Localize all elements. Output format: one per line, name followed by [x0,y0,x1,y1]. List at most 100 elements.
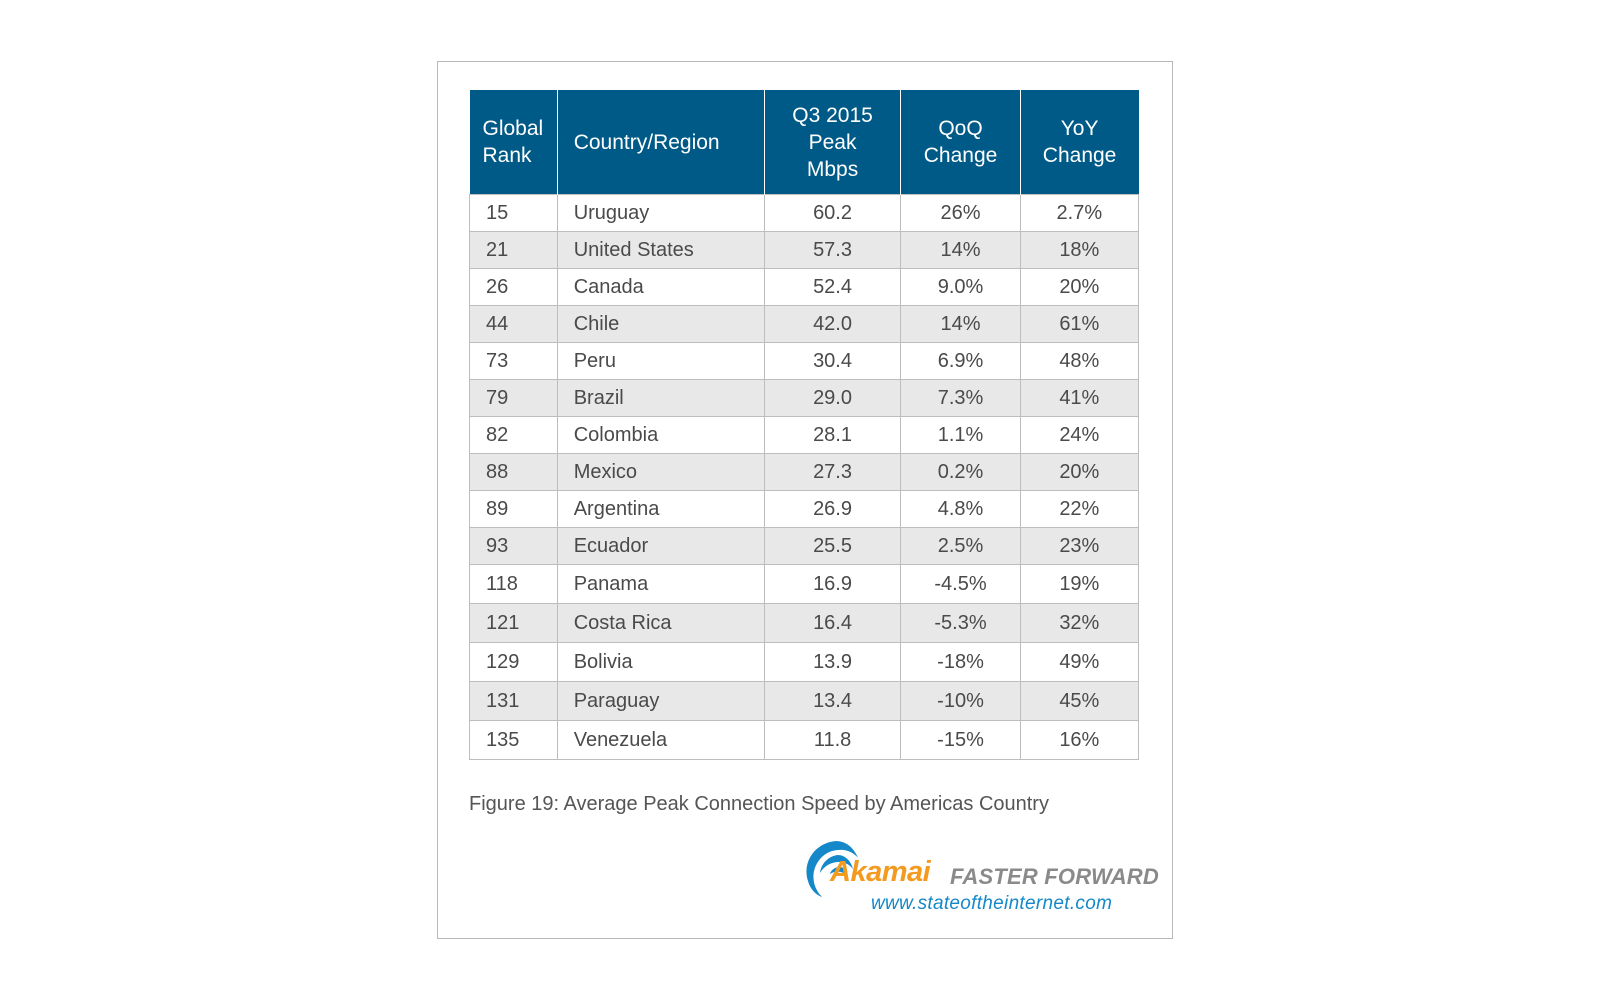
header-qoq-change: QoQ Change [900,90,1021,195]
header-yoy-change: YoY Change [1019,90,1139,195]
cell-peak-mbps: 30.4 [763,342,902,380]
cell-peak-mbps: 57.3 [763,231,902,269]
cell-qoq-change: 9.0% [900,268,1021,306]
figure-card: Global Rank Country/Region Q3 2015 Peak … [437,61,1173,939]
cell-qoq-change: 14% [900,305,1021,343]
cell-yoy-change: 45% [1019,681,1140,721]
cell-country: Venezuela [556,720,765,760]
cell-peak-mbps: 29.0 [763,379,902,417]
cell-yoy-change: 49% [1019,642,1140,682]
cell-peak-mbps: 27.3 [763,453,902,491]
cell-yoy-change: 20% [1019,268,1140,306]
table-row: 89 Argentina 26.9 4.8% 22% [469,490,1140,528]
cell-peak-mbps: 42.0 [763,305,902,343]
table-row: 129 Bolivia 13.9 -18% 49% [469,642,1140,682]
table-body: 15 Uruguay 60.2 26% 2.7% 21 United States 57.3 1… [469,194,1140,760]
cell-peak-mbps: 60.2 [763,194,902,232]
table-row: 44 Chile 42.0 14% 61% [469,305,1140,343]
cell-yoy-change: 18% [1019,231,1140,269]
table-row: 121 Costa Rica 16.4 -5.3% 32% [469,603,1140,643]
cell-global-rank: 135 [469,720,558,760]
cell-peak-mbps: 52.4 [763,268,902,306]
cell-country: Colombia [556,416,765,454]
table-row: 135 Venezuela 11.8 -15% 16% [469,720,1140,760]
cell-qoq-change: -15% [900,720,1021,760]
cell-qoq-change: 2.5% [900,527,1021,565]
cell-qoq-change: 1.1% [900,416,1021,454]
cell-peak-mbps: 11.8 [763,720,902,760]
table-row: 21 United States 57.3 14% 18% [469,231,1140,269]
cell-global-rank: 129 [469,642,558,682]
cell-yoy-change: 22% [1019,490,1140,528]
cell-country: Argentina [556,490,765,528]
cell-country: Brazil [556,379,765,417]
cell-peak-mbps: 26.9 [763,490,902,528]
cell-qoq-change: -18% [900,642,1021,682]
table-row: 73 Peru 30.4 6.9% 48% [469,342,1140,380]
cell-country: Bolivia [556,642,765,682]
cell-country: Mexico [556,453,765,491]
cell-qoq-change: 7.3% [900,379,1021,417]
cell-country: Costa Rica [556,603,765,643]
cell-yoy-change: 19% [1019,564,1140,604]
cell-global-rank: 118 [469,564,558,604]
cell-global-rank: 93 [469,527,558,565]
table-row: 118 Panama 16.9 -4.5% 19% [469,564,1140,604]
cell-qoq-change: 26% [900,194,1021,232]
cell-country: Chile [556,305,765,343]
cell-global-rank: 121 [469,603,558,643]
cell-country: Uruguay [556,194,765,232]
header-peak-mbps: Q3 2015 Peak Mbps [763,90,901,195]
cell-yoy-change: 16% [1019,720,1140,760]
table-row: 93 Ecuador 25.5 2.5% 23% [469,527,1140,565]
cell-yoy-change: 48% [1019,342,1140,380]
cell-yoy-change: 2.7% [1019,194,1140,232]
cell-yoy-change: 23% [1019,527,1140,565]
cell-qoq-change: -5.3% [900,603,1021,643]
cell-yoy-change: 20% [1019,453,1140,491]
cell-global-rank: 82 [469,416,558,454]
cell-country: Peru [556,342,765,380]
cell-qoq-change: 6.9% [900,342,1021,380]
table-row: 26 Canada 52.4 9.0% 20% [469,268,1140,306]
cell-global-rank: 88 [469,453,558,491]
cell-qoq-change: -4.5% [900,564,1021,604]
cell-global-rank: 15 [469,194,558,232]
akamai-logo: Akamai FASTER FORWARD www.stateoftheinte… [800,835,1160,927]
state-of-internet-url[interactable]: www.stateoftheinternet.com [871,893,1113,914]
cell-peak-mbps: 28.1 [763,416,902,454]
cell-country: Panama [556,564,765,604]
table-row: 131 Paraguay 13.4 -10% 45% [469,681,1140,721]
cell-country: Ecuador [556,527,765,565]
cell-country: United States [556,231,765,269]
table-row: 82 Colombia 28.1 1.1% 24% [469,416,1140,454]
faster-forward-tagline: FASTER FORWARD [950,864,1159,889]
cell-country: Paraguay [556,681,765,721]
cell-peak-mbps: 16.9 [763,564,902,604]
cell-yoy-change: 41% [1019,379,1140,417]
figure-caption: Figure 19: Average Peak Connection Speed… [469,793,1049,815]
cell-global-rank: 26 [469,268,558,306]
cell-country: Canada [556,268,765,306]
cell-peak-mbps: 13.9 [763,642,902,682]
cell-global-rank: 79 [469,379,558,417]
cell-qoq-change: 0.2% [900,453,1021,491]
cell-qoq-change: 4.8% [900,490,1021,528]
akamai-swoosh-icon [806,841,858,897]
cell-yoy-change: 24% [1019,416,1140,454]
akamai-wordmark: Akamai [830,856,931,888]
table-row: 88 Mexico 27.3 0.2% 20% [469,453,1140,491]
cell-peak-mbps: 25.5 [763,527,902,565]
table-row: 15 Uruguay 60.2 26% 2.7% [469,194,1140,232]
cell-peak-mbps: 13.4 [763,681,902,721]
cell-yoy-change: 61% [1019,305,1140,343]
cell-global-rank: 131 [469,681,558,721]
header-global-rank: Global Rank [469,90,558,195]
cell-global-rank: 73 [469,342,558,380]
header-country-region: Country/Region [556,90,765,195]
cell-yoy-change: 32% [1019,603,1140,643]
peak-speed-table: Global Rank Country/Region Q3 2015 Peak … [469,90,1140,760]
cell-peak-mbps: 16.4 [763,603,902,643]
cell-global-rank: 21 [469,231,558,269]
cell-global-rank: 89 [469,490,558,528]
